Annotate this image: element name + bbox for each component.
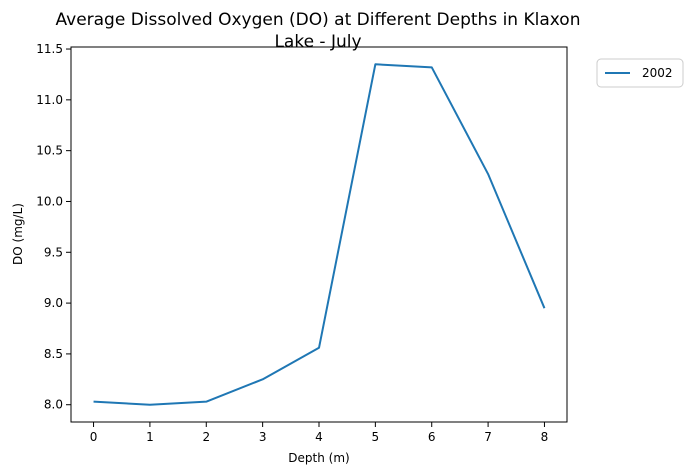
legend: 2002 bbox=[596, 58, 684, 88]
x-tick-label: 5 bbox=[372, 430, 380, 444]
y-tick-label: 9.5 bbox=[44, 245, 63, 259]
x-tick-label: 7 bbox=[484, 430, 492, 444]
y-tick-label: 8.5 bbox=[44, 347, 63, 361]
y-tick-label: 10.0 bbox=[36, 194, 63, 208]
y-tick-label: 9.0 bbox=[44, 296, 63, 310]
y-axis-label: DO (mg/L) bbox=[11, 203, 25, 265]
x-tick-label: 3 bbox=[259, 430, 267, 444]
chart-title-line-2: Lake - July bbox=[274, 32, 361, 52]
legend-label-2002: 2002 bbox=[642, 66, 673, 80]
x-tick-label: 6 bbox=[428, 430, 436, 444]
plot-frame bbox=[70, 46, 568, 423]
chart-title-line-1: Average Dissolved Oxygen (DO) at Differe… bbox=[56, 10, 581, 30]
x-tick-label: 2 bbox=[202, 430, 210, 444]
y-tick-label: 11.0 bbox=[36, 93, 63, 107]
series-layer bbox=[93, 63, 546, 406]
x-tick-label: 4 bbox=[315, 430, 323, 444]
x-tick-label: 8 bbox=[541, 430, 549, 444]
y-tick-label: 8.0 bbox=[44, 398, 63, 412]
x-tick-label: 0 bbox=[90, 430, 98, 444]
y-tick-label: 11.5 bbox=[36, 42, 63, 56]
legend-box bbox=[596, 58, 684, 88]
series-line-2002 bbox=[93, 63, 546, 406]
x-axis-label: Depth (m) bbox=[288, 451, 349, 465]
x-axis-ticks: 0 1 2 3 4 5 6 7 8 bbox=[90, 422, 549, 444]
x-tick-label: 1 bbox=[146, 430, 154, 444]
y-axis-ticks: 8.0 8.5 9.0 9.5 10.0 10.5 11.0 11.5 bbox=[36, 42, 71, 412]
y-tick-label: 10.5 bbox=[36, 144, 63, 158]
